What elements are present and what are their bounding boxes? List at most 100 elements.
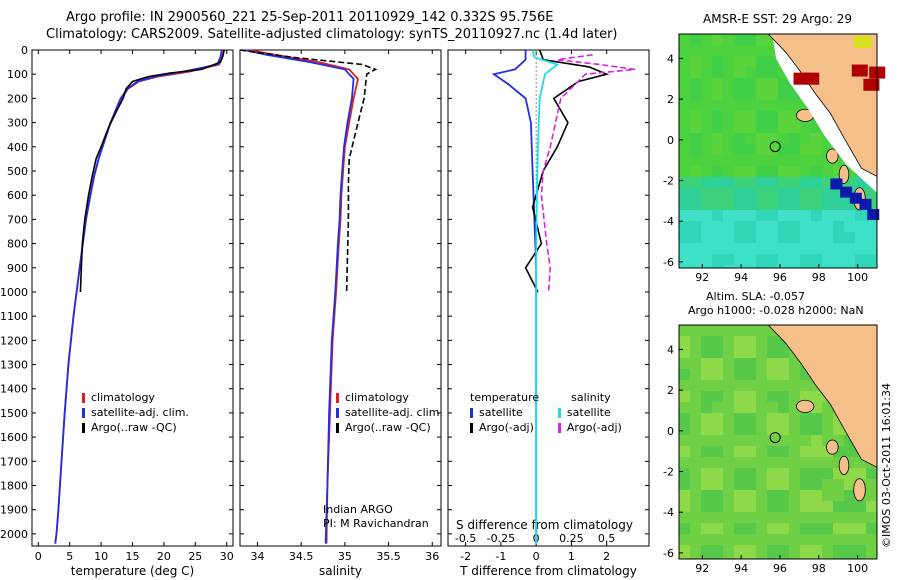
map-cell <box>745 358 756 369</box>
map-cell <box>712 210 723 221</box>
top-tick-label: -0.5 <box>455 532 476 545</box>
map-cell <box>723 336 734 347</box>
map-cell <box>701 111 712 122</box>
map-cell <box>789 479 800 490</box>
map-cell <box>855 232 866 243</box>
map-cell <box>712 78 723 89</box>
map-cell <box>745 391 756 402</box>
map-cell <box>844 166 855 177</box>
legend-item-satellite: satellite-adj. clim. <box>82 405 189 420</box>
map-y-tick-label: -4 <box>663 215 674 228</box>
map-cell <box>811 468 822 479</box>
map-cell <box>822 413 833 424</box>
map-cell <box>745 523 756 534</box>
map-cell <box>745 133 756 144</box>
map-cell <box>833 232 844 243</box>
map-cell <box>712 479 723 490</box>
map-cell <box>789 199 800 210</box>
map-cell <box>767 402 778 413</box>
map-cell <box>822 199 833 210</box>
map-cell <box>723 457 734 468</box>
x-tick-label: 10 <box>94 550 108 563</box>
map-cell <box>789 177 800 188</box>
map-cell <box>756 166 767 177</box>
map-cell <box>778 534 789 545</box>
map-cell <box>789 468 800 479</box>
map-cell <box>723 34 734 45</box>
map-cell <box>811 413 822 424</box>
map-y-tick-label: -4 <box>663 506 674 519</box>
map-cell <box>833 523 844 534</box>
legend-label: climatology <box>91 391 155 404</box>
map-cell <box>789 89 800 100</box>
map-cell <box>789 424 800 435</box>
map-cell <box>679 177 690 188</box>
map-cell <box>745 490 756 501</box>
map-cell <box>712 133 723 144</box>
map-cell <box>679 358 690 369</box>
map-cell <box>679 166 690 177</box>
map-cell <box>844 457 855 468</box>
map-cell <box>734 446 745 457</box>
map-cell <box>756 479 767 490</box>
x-tick-label: 0 <box>533 550 540 563</box>
x-axis-label: T difference from climatology <box>459 564 637 578</box>
map-cell <box>723 177 734 188</box>
map-cell <box>712 188 723 199</box>
map-cell <box>712 325 723 336</box>
map-cell <box>701 78 712 89</box>
map-cell <box>833 166 844 177</box>
map-cell <box>822 534 833 545</box>
map-cell <box>745 199 756 210</box>
map-cell <box>767 391 778 402</box>
map-cell <box>745 265 756 268</box>
series-line-satellite-adj-clim- <box>244 49 355 544</box>
map-cell <box>723 380 734 391</box>
map-cell <box>712 369 723 380</box>
series-line-argo-raw-qc- <box>239 49 378 293</box>
x-tick-label: -2 <box>460 550 471 563</box>
map-cell <box>756 402 767 413</box>
map-cell <box>712 490 723 501</box>
map-cell <box>745 155 756 166</box>
map-cell <box>756 254 767 265</box>
map-cell <box>778 501 789 512</box>
map-cell <box>800 232 811 243</box>
map-cell <box>778 446 789 457</box>
map-cell <box>866 490 877 501</box>
map-cell <box>712 413 723 424</box>
map-cell <box>745 89 756 100</box>
series-line-salinity-argo-adj- <box>540 54 636 293</box>
map-cell <box>756 111 767 122</box>
map-cell <box>734 89 745 100</box>
map-cell <box>844 490 855 501</box>
map-cell <box>767 358 778 369</box>
map-cell <box>701 122 712 133</box>
map-cell <box>690 144 701 155</box>
map-cell <box>767 468 778 479</box>
map-cell <box>734 457 745 468</box>
map-cell <box>723 413 734 424</box>
map-cell <box>822 265 833 268</box>
map-cell <box>734 435 745 446</box>
plot-frame-difference <box>447 49 650 547</box>
map-cell <box>800 166 811 177</box>
y-tick-label: 800 <box>7 238 28 251</box>
map-cell <box>679 111 690 122</box>
map-cell <box>734 166 745 177</box>
map-x-tick-label: 98 <box>812 562 826 575</box>
map-cell <box>800 221 811 232</box>
map-cell <box>855 210 866 221</box>
map-cell <box>767 188 778 199</box>
map-cell <box>701 435 712 446</box>
map-cell <box>855 523 866 534</box>
y-tick-label: 0 <box>21 44 28 57</box>
map-cell <box>778 155 789 166</box>
y-tick-label: 500 <box>7 165 28 178</box>
map-cell <box>789 232 800 243</box>
map-cell <box>833 490 844 501</box>
map-cell <box>833 534 844 545</box>
map-cell <box>723 523 734 534</box>
map-cell <box>690 100 701 111</box>
map-cell <box>778 545 789 556</box>
